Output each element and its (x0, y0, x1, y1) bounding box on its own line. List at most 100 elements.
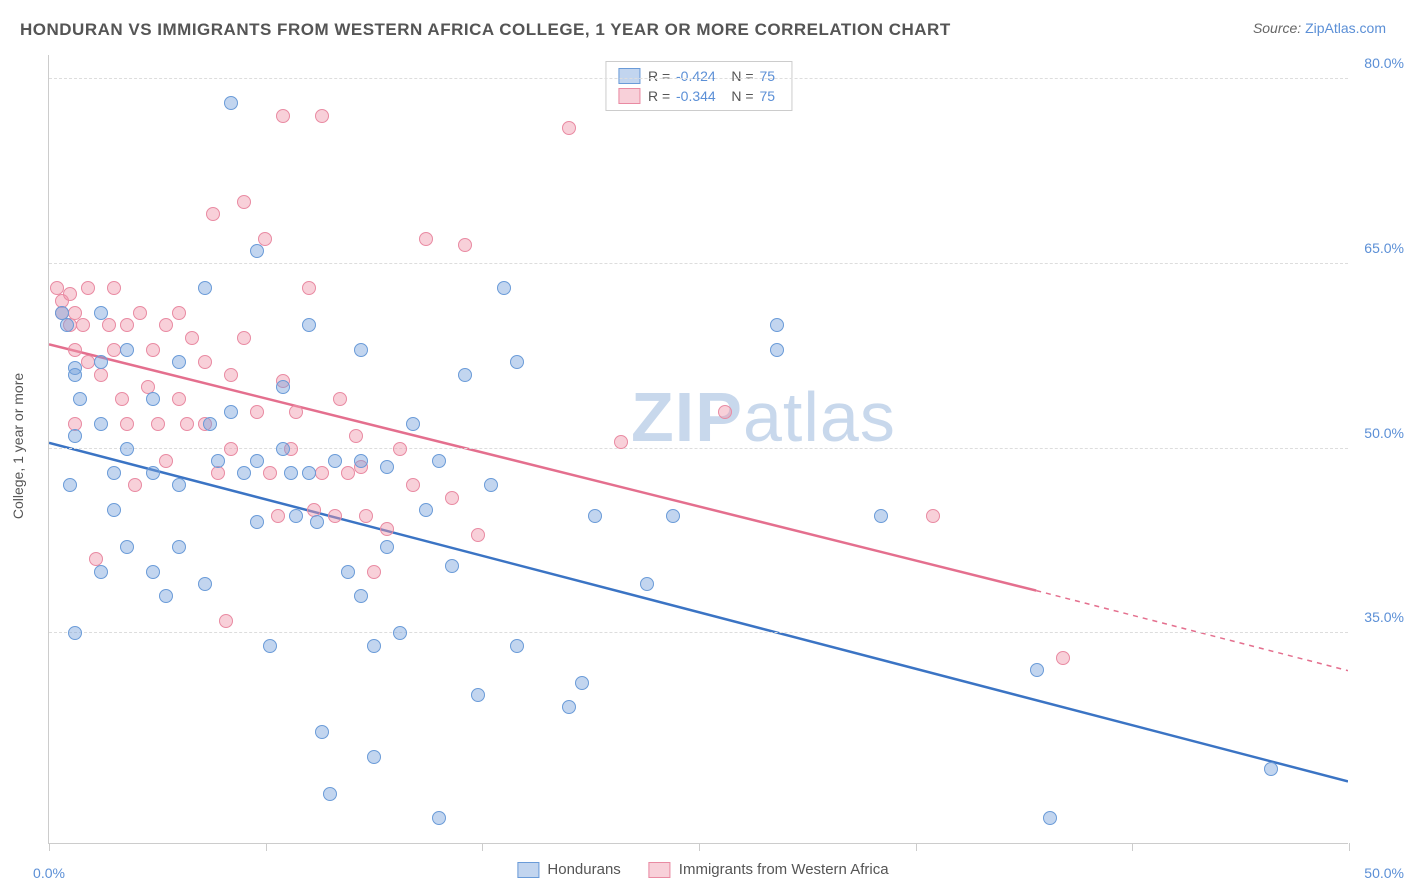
data-point (94, 417, 108, 431)
data-point (458, 238, 472, 252)
x-tick (482, 843, 483, 851)
data-point (68, 368, 82, 382)
data-point (60, 318, 74, 332)
data-point (263, 466, 277, 480)
x-tick (1132, 843, 1133, 851)
legend-swatch (649, 862, 671, 878)
data-point (120, 318, 134, 332)
data-point (172, 478, 186, 492)
data-point (211, 466, 225, 480)
y-tick-label: 65.0% (1354, 240, 1404, 256)
data-point (484, 478, 498, 492)
data-point (510, 639, 524, 653)
data-point (146, 466, 160, 480)
data-point (180, 417, 194, 431)
data-point (380, 540, 394, 554)
data-point (172, 306, 186, 320)
data-point (359, 509, 373, 523)
data-point (224, 442, 238, 456)
data-point (310, 515, 324, 529)
chart-title: HONDURAN VS IMMIGRANTS FROM WESTERN AFRI… (20, 20, 951, 40)
watermark-text: ZIPatlas (631, 377, 896, 457)
data-point (341, 466, 355, 480)
data-point (276, 380, 290, 394)
data-point (107, 343, 121, 357)
data-point (328, 454, 342, 468)
data-point (120, 442, 134, 456)
x-tick (266, 843, 267, 851)
series-legend: Hondurans Immigrants from Western Africa (517, 861, 888, 878)
legend-swatch (517, 862, 539, 878)
x-tick (699, 843, 700, 851)
legend-swatch (618, 88, 640, 104)
data-point (614, 435, 628, 449)
data-point (406, 417, 420, 431)
data-point (367, 639, 381, 653)
data-point (68, 343, 82, 357)
data-point (94, 306, 108, 320)
data-point (198, 355, 212, 369)
data-point (562, 700, 576, 714)
data-point (146, 392, 160, 406)
data-point (1043, 811, 1057, 825)
data-point (203, 417, 217, 431)
data-point (367, 565, 381, 579)
gridline (49, 78, 1348, 79)
data-point (276, 442, 290, 456)
data-point (367, 750, 381, 764)
x-tick (1349, 843, 1350, 851)
data-point (68, 429, 82, 443)
data-point (258, 232, 272, 246)
data-point (172, 392, 186, 406)
data-point (1264, 762, 1278, 776)
data-point (1030, 663, 1044, 677)
data-point (107, 281, 121, 295)
data-point (380, 522, 394, 536)
data-point (354, 343, 368, 357)
trend-line-extrapolated (1036, 591, 1348, 671)
data-point (219, 614, 233, 628)
data-point (445, 491, 459, 505)
data-point (926, 509, 940, 523)
data-point (211, 454, 225, 468)
data-point (263, 639, 277, 653)
data-point (341, 565, 355, 579)
legend-stats: R = -0.344 N = 75 (648, 88, 779, 104)
data-point (471, 688, 485, 702)
scatter-chart: ZIPatlas R = -0.424 N = 75 R = -0.344 N =… (48, 55, 1348, 844)
data-point (354, 589, 368, 603)
x-tick-label: 50.0% (1354, 865, 1404, 881)
gridline (49, 632, 1348, 633)
y-tick-label: 80.0% (1354, 55, 1404, 71)
data-point (406, 478, 420, 492)
data-point (159, 318, 173, 332)
data-point (81, 355, 95, 369)
data-point (315, 109, 329, 123)
data-point (289, 509, 303, 523)
data-point (172, 355, 186, 369)
data-point (159, 454, 173, 468)
data-point (874, 509, 888, 523)
x-tick (916, 843, 917, 851)
source-link[interactable]: ZipAtlas.com (1305, 20, 1386, 36)
legend-row: R = -0.424 N = 75 (618, 66, 779, 86)
data-point (120, 417, 134, 431)
data-point (151, 417, 165, 431)
data-point (198, 577, 212, 591)
data-point (198, 281, 212, 295)
gridline (49, 448, 1348, 449)
data-point (237, 195, 251, 209)
data-point (271, 509, 285, 523)
legend-item: Hondurans (517, 861, 620, 878)
legend-item: Immigrants from Western Africa (649, 861, 889, 878)
data-point (94, 368, 108, 382)
data-point (159, 589, 173, 603)
data-point (302, 318, 316, 332)
data-point (73, 392, 87, 406)
data-point (224, 405, 238, 419)
data-point (393, 626, 407, 640)
data-point (770, 343, 784, 357)
data-point (323, 787, 337, 801)
data-point (250, 454, 264, 468)
data-point (224, 368, 238, 382)
